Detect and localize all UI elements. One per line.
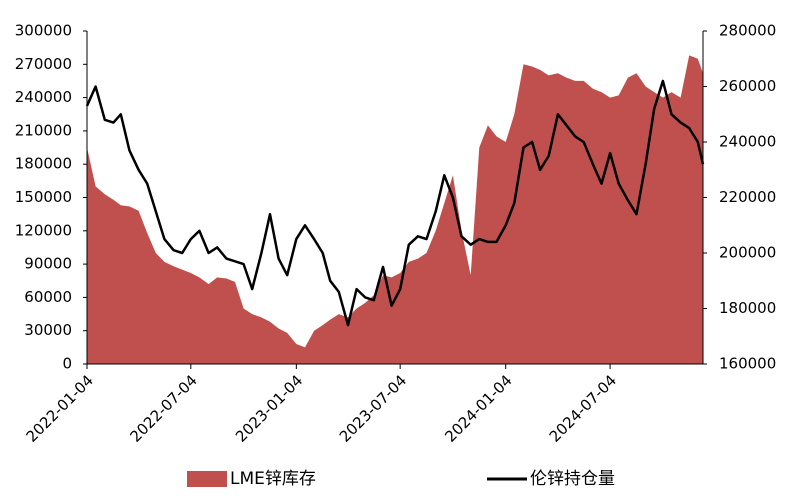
y2-tick-label: 240000: [719, 133, 776, 151]
x-tick-label: 2023-07-04: [336, 371, 410, 445]
y-tick-label: 150000: [15, 188, 72, 206]
y-tick-label: 60000: [24, 288, 72, 306]
y-tick-label: 210000: [15, 121, 72, 139]
x-tick-label: 2023-01-04: [232, 371, 306, 445]
y-tick-label: 90000: [24, 255, 72, 273]
y-tick-label: 0: [62, 355, 72, 373]
legend-label: 伦锌持仓量: [530, 469, 615, 489]
x-tick-label: 2022-01-04: [23, 371, 97, 445]
y-tick-label: 120000: [15, 221, 72, 239]
y-tick-label: 300000: [15, 22, 72, 40]
legend-label: LME锌库存: [230, 469, 316, 489]
y2-tick-label: 180000: [719, 299, 776, 317]
area: [87, 55, 703, 365]
x-tick-label: 2022-07-04: [126, 371, 200, 445]
y-tick-label: 30000: [24, 321, 72, 339]
y-tick-label: 240000: [15, 88, 72, 106]
y2-tick-label: 220000: [719, 188, 776, 206]
y-tick-label: 180000: [15, 155, 72, 173]
x-tick-label: 2024-01-04: [441, 371, 515, 445]
y-tick-label: 270000: [15, 55, 72, 73]
y2-tick-label: 260000: [719, 77, 776, 95]
x-tick-label: 2024-07-04: [546, 371, 620, 445]
y2-tick-label: 200000: [719, 244, 776, 262]
y2-tick-label: 160000: [719, 355, 776, 373]
y2-tick-label: 280000: [719, 22, 776, 40]
legend-swatch: [187, 471, 227, 487]
line: [85, 79, 705, 327]
